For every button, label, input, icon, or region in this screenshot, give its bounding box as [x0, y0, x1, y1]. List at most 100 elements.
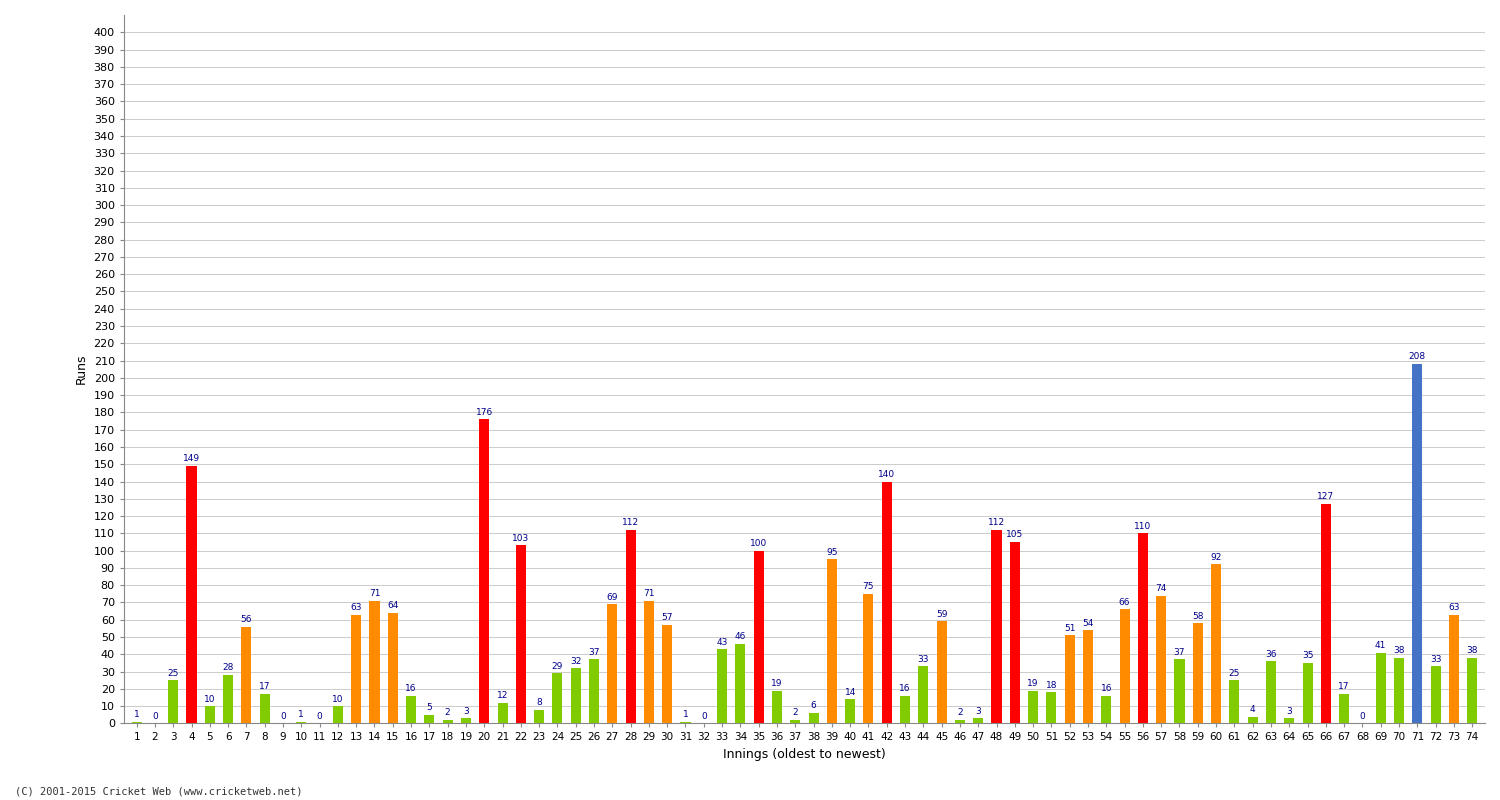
Text: 37: 37	[588, 648, 600, 657]
Bar	[918, 666, 928, 723]
Bar	[498, 702, 507, 723]
Text: 71: 71	[644, 589, 654, 598]
Bar	[1431, 666, 1440, 723]
Text: 0: 0	[1359, 712, 1365, 721]
Bar	[1047, 692, 1056, 723]
Bar	[260, 694, 270, 723]
Bar	[206, 706, 214, 723]
Text: 5: 5	[426, 703, 432, 712]
Bar	[534, 710, 544, 723]
Bar	[717, 649, 728, 723]
Bar	[1119, 610, 1130, 723]
Text: 41: 41	[1376, 641, 1386, 650]
Text: 64: 64	[387, 602, 399, 610]
Text: 28: 28	[222, 663, 234, 673]
Bar	[900, 696, 910, 723]
Text: 2: 2	[792, 708, 798, 718]
Text: 54: 54	[1083, 618, 1094, 627]
Bar	[442, 720, 453, 723]
Text: 1: 1	[134, 710, 140, 719]
Bar	[460, 718, 471, 723]
Text: 10: 10	[332, 694, 344, 703]
Text: 0: 0	[700, 712, 706, 721]
Bar	[1174, 659, 1185, 723]
Bar	[626, 530, 636, 723]
Bar	[662, 625, 672, 723]
Text: 63: 63	[1448, 603, 1460, 612]
Bar	[297, 722, 306, 723]
Bar	[1028, 690, 1038, 723]
Text: 36: 36	[1264, 650, 1276, 658]
Bar	[1101, 696, 1112, 723]
Text: 112: 112	[622, 518, 639, 527]
Bar	[956, 720, 964, 723]
Text: 25: 25	[168, 669, 178, 678]
Text: 59: 59	[936, 610, 948, 619]
Text: 1: 1	[298, 710, 304, 719]
Text: 37: 37	[1173, 648, 1185, 657]
Text: 66: 66	[1119, 598, 1131, 606]
Bar	[808, 713, 819, 723]
Text: 2: 2	[957, 708, 963, 718]
Text: 35: 35	[1302, 651, 1314, 660]
Text: 105: 105	[1007, 530, 1023, 539]
Bar	[552, 674, 562, 723]
Text: 57: 57	[662, 614, 674, 622]
Text: 29: 29	[552, 662, 562, 670]
Text: 1: 1	[682, 710, 688, 719]
Bar	[790, 720, 801, 723]
Text: 208: 208	[1408, 353, 1426, 362]
Text: 110: 110	[1134, 522, 1152, 530]
Text: 58: 58	[1192, 612, 1203, 621]
Bar	[1010, 542, 1020, 723]
Text: 43: 43	[717, 638, 728, 646]
Bar	[936, 622, 946, 723]
Bar	[351, 614, 361, 723]
Bar	[570, 668, 580, 723]
Text: 16: 16	[1101, 684, 1112, 693]
Text: 103: 103	[512, 534, 530, 543]
Bar	[1413, 364, 1422, 723]
Bar	[681, 722, 690, 723]
Text: 14: 14	[844, 688, 856, 697]
Bar	[827, 559, 837, 723]
Bar	[168, 680, 178, 723]
Text: 19: 19	[771, 679, 783, 688]
Text: 112: 112	[988, 518, 1005, 527]
Text: 3: 3	[1287, 706, 1292, 716]
Bar	[735, 644, 746, 723]
Bar	[1302, 663, 1312, 723]
Text: 6: 6	[810, 702, 816, 710]
Bar	[1449, 614, 1460, 723]
Bar	[1322, 504, 1330, 723]
Bar	[1065, 635, 1074, 723]
Bar	[242, 626, 252, 723]
Bar	[974, 718, 984, 723]
Text: 71: 71	[369, 589, 380, 598]
Text: 17: 17	[1338, 682, 1350, 691]
Text: 33: 33	[1430, 655, 1442, 664]
Text: 56: 56	[240, 615, 252, 624]
Bar	[772, 690, 782, 723]
X-axis label: Innings (oldest to newest): Innings (oldest to newest)	[723, 748, 886, 761]
Text: 8: 8	[537, 698, 542, 707]
Text: 0: 0	[280, 712, 286, 721]
Text: 17: 17	[260, 682, 270, 691]
Text: 3: 3	[975, 706, 981, 716]
Text: 38: 38	[1467, 646, 1478, 655]
Text: 0: 0	[152, 712, 157, 721]
Text: 16: 16	[900, 684, 910, 693]
Text: 2: 2	[446, 708, 450, 718]
Text: 74: 74	[1155, 584, 1167, 593]
Bar	[844, 699, 855, 723]
Text: 100: 100	[750, 539, 768, 548]
Bar	[864, 594, 873, 723]
Text: 95: 95	[827, 548, 837, 557]
Text: 63: 63	[351, 603, 361, 612]
Y-axis label: Runs: Runs	[75, 354, 88, 385]
Text: 140: 140	[878, 470, 896, 479]
Bar	[1394, 658, 1404, 723]
Text: 92: 92	[1210, 553, 1221, 562]
Text: 4: 4	[1250, 705, 1256, 714]
Bar	[424, 714, 435, 723]
